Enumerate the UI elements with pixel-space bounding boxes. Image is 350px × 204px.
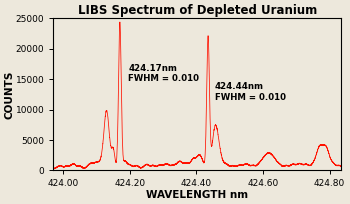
X-axis label: WAVELENGTH nm: WAVELENGTH nm <box>146 190 248 200</box>
Title: LIBS Spectrum of Depleted Uranium: LIBS Spectrum of Depleted Uranium <box>78 4 317 17</box>
Y-axis label: COUNTS: COUNTS <box>4 70 14 119</box>
Text: 424.17nm
FWHM = 0.010: 424.17nm FWHM = 0.010 <box>128 64 199 83</box>
Text: 424.44nm
FWHM = 0.010: 424.44nm FWHM = 0.010 <box>215 82 286 102</box>
